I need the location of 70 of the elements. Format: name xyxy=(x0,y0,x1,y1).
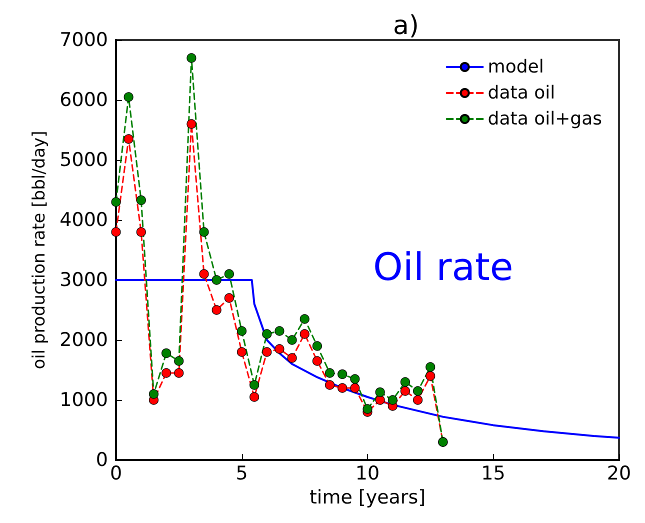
point xyxy=(174,356,184,366)
point xyxy=(413,395,423,405)
point xyxy=(124,134,134,144)
legend-label: model xyxy=(488,56,544,78)
point xyxy=(162,348,172,358)
point xyxy=(262,347,272,357)
point xyxy=(338,383,348,393)
point xyxy=(174,368,184,378)
point xyxy=(312,341,322,351)
y-tick-label: 3000 xyxy=(60,269,108,291)
point xyxy=(262,329,272,339)
point xyxy=(148,389,159,399)
x-axis-title: time [years] xyxy=(309,486,426,508)
point xyxy=(300,314,310,324)
point xyxy=(212,275,222,285)
y-tick-label: 6000 xyxy=(60,89,108,111)
point xyxy=(111,197,121,207)
point xyxy=(350,383,360,393)
x-tick-label: 10 xyxy=(355,462,380,484)
point xyxy=(338,369,348,379)
point xyxy=(324,368,335,378)
point xyxy=(111,227,121,237)
point xyxy=(274,344,284,354)
point xyxy=(199,269,209,279)
point xyxy=(350,374,360,384)
x-tick-label: 0 xyxy=(110,462,122,484)
y-tick-label: 2000 xyxy=(60,329,108,351)
point xyxy=(312,356,322,366)
point xyxy=(413,386,423,396)
point xyxy=(186,53,196,63)
y-tick-label: 5000 xyxy=(60,149,108,171)
point xyxy=(287,335,297,345)
point xyxy=(236,347,247,357)
chart-title: a) xyxy=(393,11,420,41)
x-tick-label: 20 xyxy=(606,462,632,484)
legend-label: data oil xyxy=(488,82,556,104)
point xyxy=(274,326,284,336)
point xyxy=(136,227,146,237)
point xyxy=(199,227,209,237)
point xyxy=(426,371,436,381)
y-axis-title: oil production rate [bbl/day] xyxy=(30,130,50,370)
point xyxy=(324,380,335,390)
annotation: Oil rate xyxy=(373,245,514,289)
point xyxy=(400,377,410,387)
point xyxy=(136,195,146,205)
point xyxy=(362,404,372,414)
line-series xyxy=(115,279,620,439)
x-tick-label: 5 xyxy=(236,462,248,484)
point xyxy=(124,92,134,102)
point xyxy=(250,392,260,402)
y-tick-label: 0 xyxy=(96,449,108,471)
y-tick-label: 1000 xyxy=(60,389,108,411)
point xyxy=(388,395,398,405)
point xyxy=(375,395,385,405)
point xyxy=(375,387,385,397)
y-tick-label: 4000 xyxy=(60,209,108,231)
y-tick-label: 7000 xyxy=(60,29,108,51)
point xyxy=(250,380,260,390)
point xyxy=(300,329,310,339)
point xyxy=(212,305,222,315)
point xyxy=(224,293,234,303)
legend-label: data oil+gas xyxy=(488,108,602,130)
point xyxy=(426,362,436,372)
point xyxy=(224,269,234,279)
point xyxy=(162,368,172,378)
x-tick-label: 15 xyxy=(481,462,506,484)
point xyxy=(236,326,247,336)
point xyxy=(400,386,410,396)
point xyxy=(287,353,297,363)
point xyxy=(186,119,196,129)
